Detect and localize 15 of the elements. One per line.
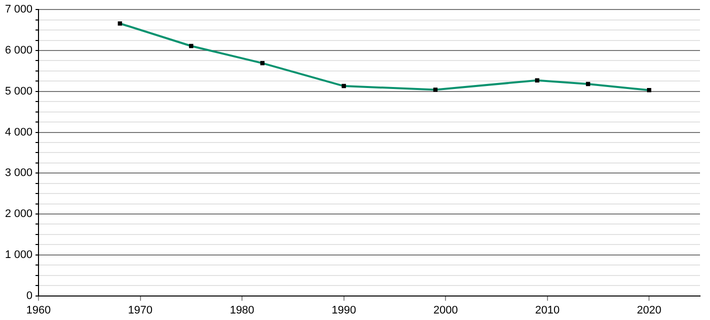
y-tick-label: 1 000 bbox=[4, 248, 33, 261]
x-tick-label: 1990 bbox=[332, 304, 356, 316]
y-tick-label: 3 000 bbox=[4, 167, 33, 180]
x-tick-label: 2000 bbox=[433, 304, 458, 316]
y-tick-label: 7 000 bbox=[4, 4, 33, 16]
x-tick-label: 2010 bbox=[535, 304, 560, 316]
x-tick-label: 1970 bbox=[128, 304, 153, 316]
x-tick-label: 2020 bbox=[636, 304, 662, 316]
x-tick-label: 1980 bbox=[230, 304, 254, 316]
x-tick-label: 1960 bbox=[26, 304, 51, 316]
y-tick-label: 5 000 bbox=[4, 85, 33, 98]
y-tick-label: 4 000 bbox=[4, 126, 33, 138]
y-tick-label: 2 000 bbox=[4, 208, 33, 220]
y-tick-label: 0 bbox=[26, 290, 33, 302]
y-tick-label: 6 000 bbox=[4, 44, 33, 57]
